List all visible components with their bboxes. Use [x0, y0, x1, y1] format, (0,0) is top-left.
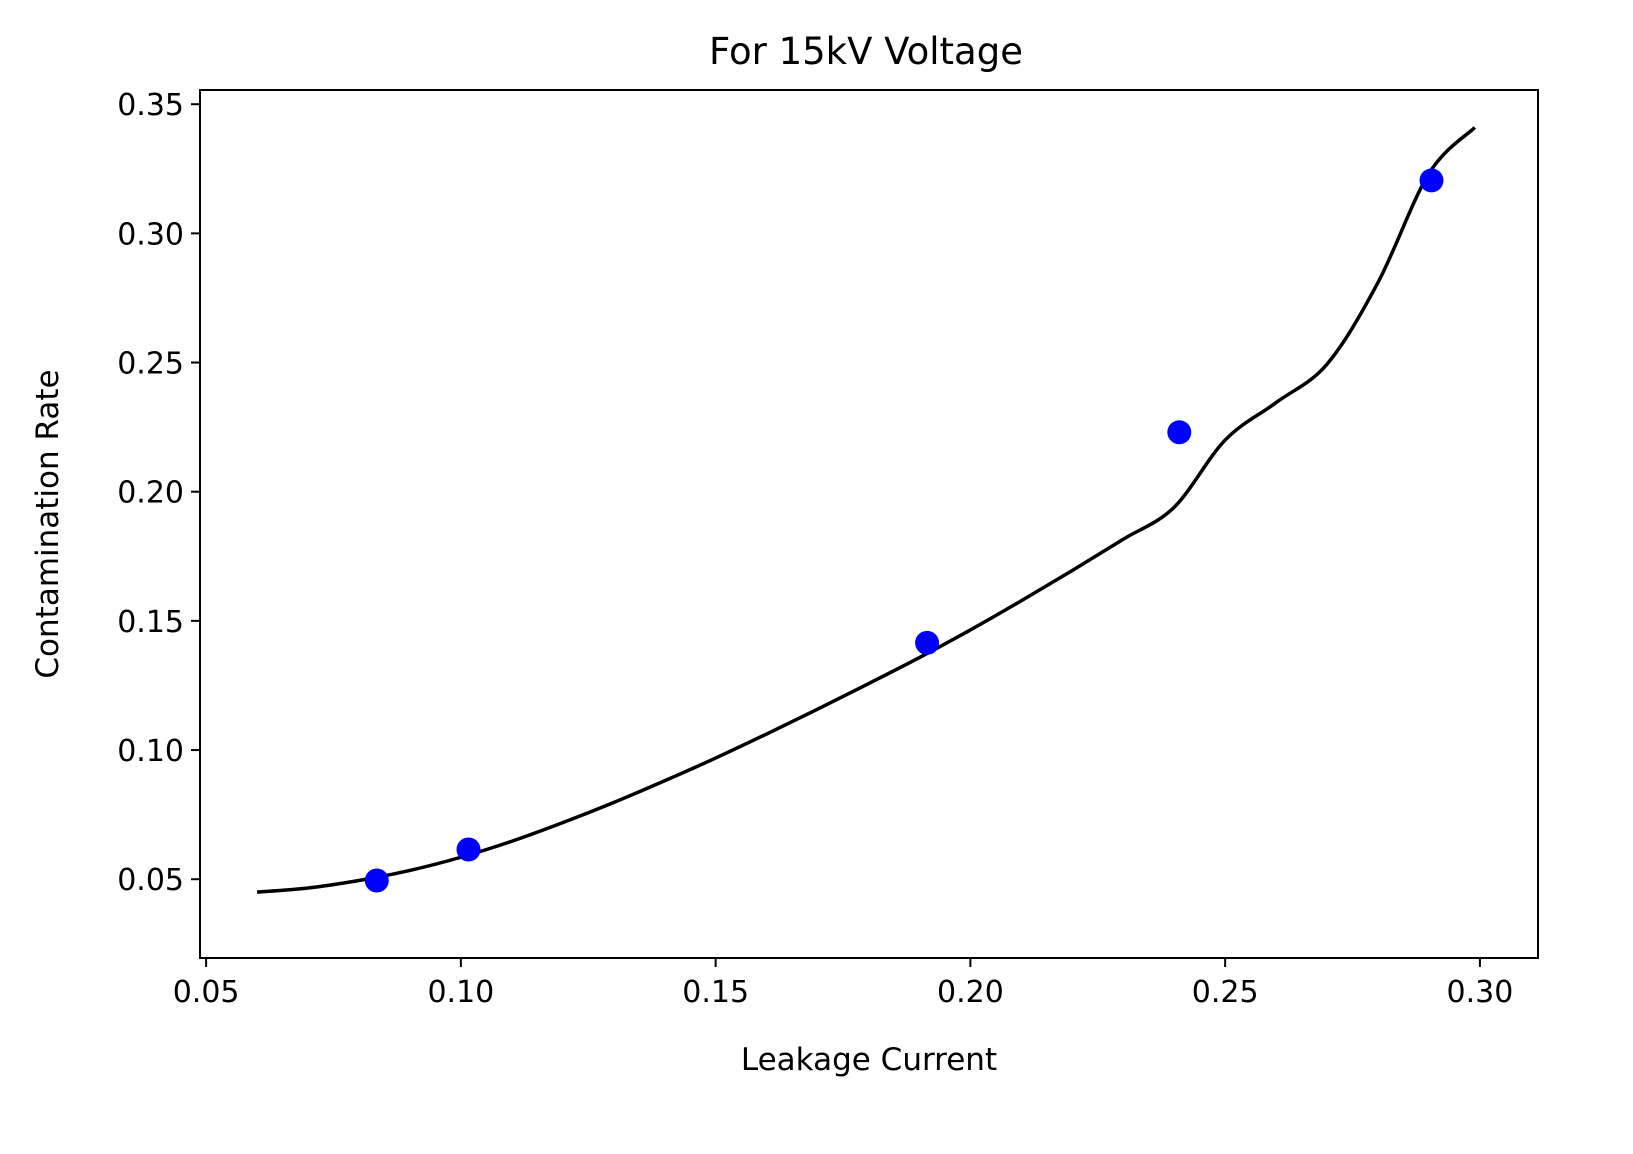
y-axis-label: Contamination Rate	[30, 369, 66, 678]
x-tick-label: 0.10	[427, 975, 494, 1010]
y-tick-label: 0.35	[117, 88, 184, 123]
data-point	[364, 868, 389, 893]
y-tick-label: 0.25	[117, 347, 184, 382]
y-tick-label: 0.10	[117, 734, 184, 769]
y-tick-label: 0.20	[117, 476, 184, 511]
x-axis-label: Leakage Current	[741, 1042, 997, 1078]
x-tick-label: 0.30	[1447, 975, 1514, 1010]
chart-title: For 15kV Voltage	[709, 30, 1023, 73]
y-tick-label: 0.15	[117, 605, 184, 640]
data-point	[1167, 420, 1192, 445]
x-tick-label: 0.05	[173, 975, 240, 1010]
x-tick-label: 0.15	[682, 975, 749, 1010]
x-axis: 0.05 0.10 0.15 0.20 0.25 0.30	[173, 958, 1514, 1010]
axes-frame	[199, 89, 1539, 959]
data-point	[1419, 168, 1444, 193]
data-point	[915, 630, 940, 655]
x-tick-label: 0.25	[1192, 975, 1259, 1010]
data-point	[456, 837, 481, 862]
x-tick-label: 0.20	[937, 975, 1004, 1010]
y-tick-label: 0.30	[117, 217, 184, 252]
y-axis: 0.05 0.10 0.15 0.20 0.25 0.30 0.35	[117, 88, 200, 898]
fit-curve-line	[256, 126, 1477, 894]
plot-area	[256, 126, 1477, 894]
y-tick-label: 0.05	[117, 863, 184, 898]
